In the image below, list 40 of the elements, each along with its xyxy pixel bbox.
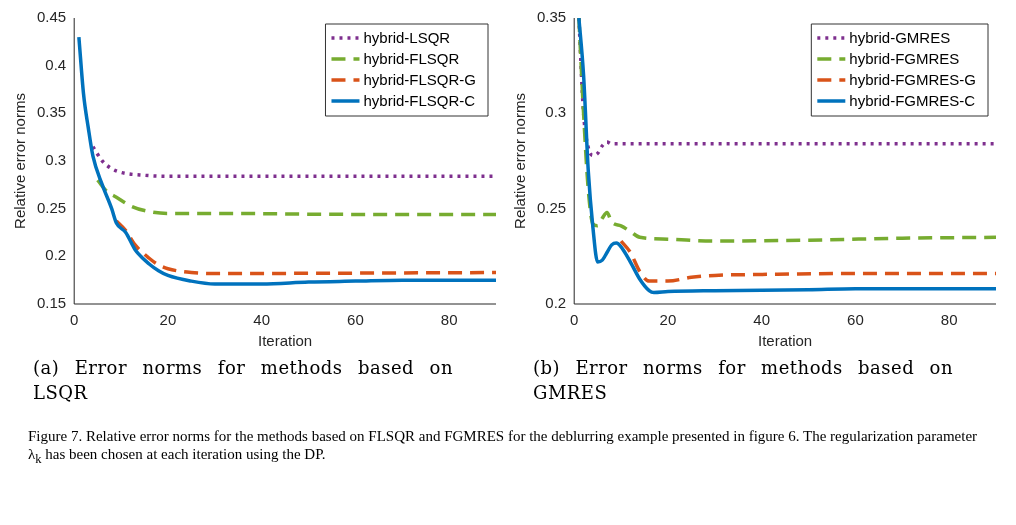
x-tick-label: 40 [753,311,771,329]
y-tick-label: 0.35 [36,103,67,121]
y-tick-label: 0.4 [45,55,67,73]
legend-label: hybrid-FGMRES [849,50,960,68]
legend-label: hybrid-FGMRES-G [849,71,977,89]
line-series [95,178,496,217]
y-axis-title: Relative error norms [11,93,29,229]
y-tick-label: 0.2 [545,294,567,312]
x-tick-label: 20 [659,311,677,329]
x-tick-label: 60 [847,311,864,329]
x-tick-label: 40 [253,311,271,329]
y-axis-title: Relative error norms [511,93,529,229]
text: (a) Error norms for methods based on LSQR [33,356,453,405]
text: (b) Error norms for methods based on GMRES [533,356,953,405]
legend-label: hybrid-FLSQR [363,50,460,68]
y-tick-label: 0.35 [536,8,567,26]
x-tick-label: 60 [347,311,364,329]
y-tick-label: 0.45 [36,8,67,26]
y-tick-label: 0.25 [536,198,567,216]
y-tick-label: 0.3 [45,151,67,169]
y-tick-label: 0.2 [45,246,67,264]
legend-label: hybrid-LSQR [363,29,451,47]
x-tick-label: 80 [440,311,458,329]
legend-label: hybrid-FLSQR-G [363,71,477,89]
x-tick-label: 0 [70,311,79,329]
caption: Figure 7. Relative error norms for the methods based on FLSQR and FGMRES for the deblurring example presented in figure 6. The regularization parameter λ$_{k}$ has been chosen at each iteration using the DP. [28,427,979,468]
line-series [577,18,996,295]
x-tick-label: 80 [940,311,958,329]
x-axis-title: Iteration [758,332,813,350]
legend-label: hybrid-FLSQR-C [363,92,476,110]
x-tick-label: 0 [570,311,579,329]
line-series [114,219,496,276]
legend-label: hybrid-GMRES [849,29,951,47]
line-series [619,239,996,283]
legend-label: hybrid-FGMRES-C [849,92,976,110]
y-tick-label: 0.15 [36,294,67,312]
y-tick-label: 0.3 [545,103,567,121]
y-tick-label: 0.25 [36,198,67,216]
x-axis-title: Iteration [258,332,313,350]
x-tick-label: 20 [159,311,177,329]
